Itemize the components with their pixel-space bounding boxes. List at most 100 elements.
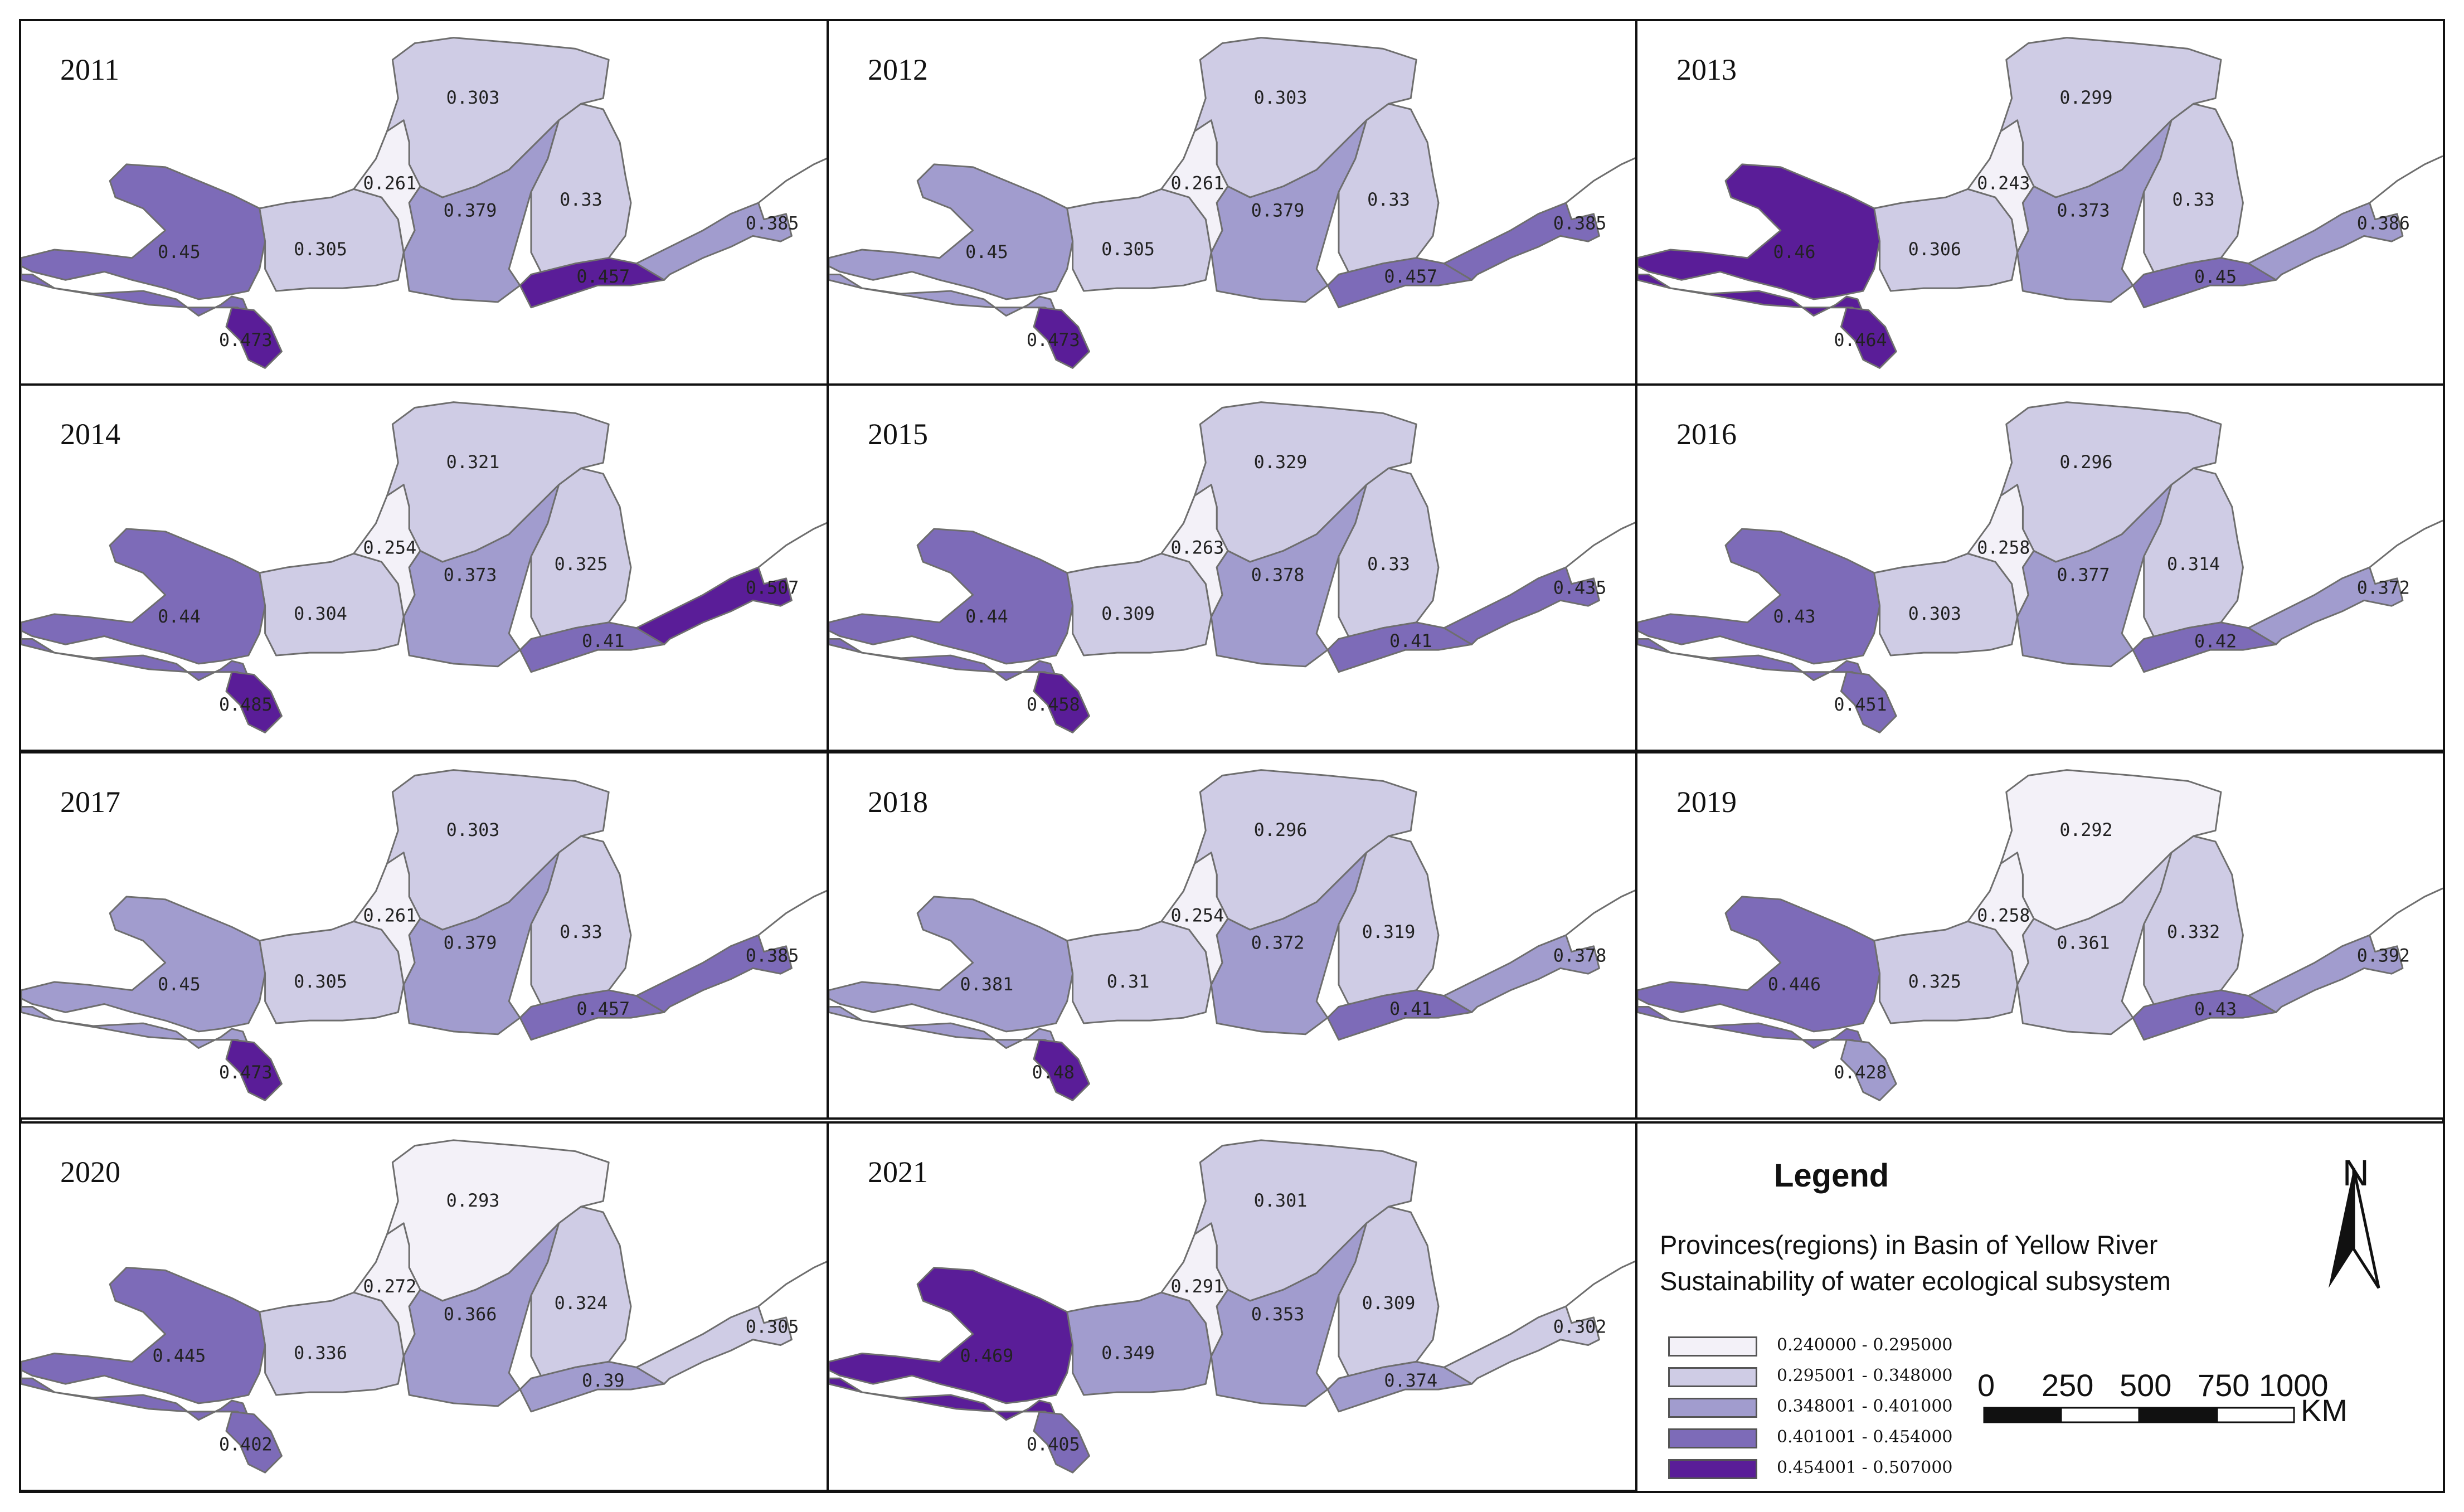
yellow-river-mouth [757,155,832,204]
value-label-ningxia: 0.261 [1170,173,1224,193]
region-gansu [259,1291,405,1396]
value-label-ningxia: 0.254 [363,538,416,558]
value-label-henan: 0.43 [2194,999,2237,1019]
value-label-gansu: 0.304 [294,604,347,624]
value-label-shandong: 0.392 [2357,946,2410,966]
legend-class-label-1: 0.240000 - 0.295000 [1777,1335,1953,1355]
yellow-river-mouth [1565,887,1640,936]
value-label-shandong: 0.507 [746,578,799,599]
value-label-shaanxi: 0.361 [2057,934,2110,954]
region-sichuan [1033,1411,1090,1474]
basin-map: 0.296 0.258 0.303 0.377 0.314 0.42 0.372 0.43 0.… [1637,401,2443,733]
value-label-shanxi: 0.33 [1367,190,1410,210]
value-label-sichuan: 0.402 [219,1433,273,1455]
value-label-shandong: 0.372 [2357,578,2410,598]
yellow-river-mouth [1565,519,1640,568]
region-sichuan [1033,307,1090,369]
value-label-qinghai: 0.381 [960,975,1014,995]
value-label-gansu: 0.306 [1908,240,1961,260]
value-label-ningxia: 0.258 [1977,538,2030,558]
value-label-shandong: 0.378 [1553,946,1607,966]
region-henan [1326,621,1479,673]
scale-unit: KM [2301,1393,2348,1428]
yellow-river-mouth [757,887,832,936]
region-shaanxi [2016,119,2173,303]
value-label-qinghai: 0.446 [1768,975,1821,995]
value-label-henan: 0.457 [576,267,630,287]
value-label-qinghai: 0.45 [158,975,201,995]
panel-year-label: 2016 [1676,417,1737,451]
region-gansu [1066,188,1212,292]
value-label-inner-mongolia: 0.296 [2059,453,2112,473]
legend-field-name: Sustainability of water ecological subsy… [1660,1266,2171,1296]
region-sichuan [225,1039,283,1101]
yellow-river-mouth [1565,155,1640,204]
value-label-shandong: 0.385 [746,214,799,234]
region-shandong [635,566,793,645]
value-label-shandong: 0.305 [746,1316,799,1338]
region-shaanxi [1210,484,1368,668]
value-label-henan: 0.45 [2194,267,2237,287]
region-shaanxi [1210,1222,1368,1407]
value-label-ningxia: 0.261 [363,906,416,926]
region-qinghai [21,896,266,1049]
basin-map: 0.303 0.261 0.305 0.379 0.33 0.457 0.385 0.45 0.… [21,37,832,369]
region-henan [1326,257,1479,309]
legend-title: Legend [1774,1158,1889,1194]
value-label-inner-mongolia: 0.293 [446,1190,500,1211]
value-label-inner-mongolia: 0.299 [2059,88,2112,108]
value-label-sichuan: 0.428 [1834,1063,1887,1083]
region-sichuan [1840,671,1897,733]
value-label-shanxi: 0.325 [555,555,608,575]
region-qinghai [21,1266,266,1421]
region-shandong [2247,202,2404,281]
region-qinghai [1637,163,1881,317]
north-arrow-icon [2329,1168,2380,1289]
legend-swatch-1 [1668,1336,1757,1357]
region-shaanxi [2016,852,2173,1035]
legend-class-label-5: 0.454001 - 0.507000 [1777,1458,1953,1477]
basin-map: 0.293 0.272 0.336 0.366 0.324 0.39 0.305 0.445 0… [21,1139,832,1474]
value-label-henan: 0.41 [1389,999,1432,1019]
value-label-shandong: 0.302 [1553,1316,1607,1338]
value-label-gansu: 0.305 [1101,240,1155,260]
value-label-ningxia: 0.263 [1170,538,1224,558]
map-panel-2013: 2013 0.299 0.243 0.306 0.373 0.33 0.45 0.386 0.4… [1635,19,2445,387]
value-label-shanxi: 0.324 [555,1292,608,1314]
legend-swatch-3 [1668,1398,1757,1418]
legend-swatch-4 [1668,1428,1757,1448]
region-gansu [1066,552,1212,657]
map-panel-2014: 2014 0.321 0.254 0.304 0.373 0.325 0.41 0.507 0.… [19,383,834,752]
panel-year-label: 2017 [60,785,120,819]
value-label-inner-mongolia: 0.292 [2059,820,2112,840]
region-gansu [259,920,405,1024]
value-label-ningxia: 0.261 [363,173,416,193]
region-shandong [2247,934,2404,1013]
basin-map: 0.303 0.261 0.305 0.379 0.33 0.457 0.385 0.45 0.… [21,769,832,1101]
value-label-henan: 0.41 [582,631,625,652]
value-label-inner-mongolia: 0.303 [1254,88,1308,108]
panel-year-label: 2018 [868,785,928,819]
value-label-sichuan: 0.473 [219,330,273,351]
region-qinghai [829,1266,1074,1421]
region-shandong [1443,934,1600,1013]
basin-map: 0.299 0.243 0.306 0.373 0.33 0.45 0.386 0.46 0.4… [1637,37,2443,369]
basin-map: 0.303 0.261 0.305 0.379 0.33 0.457 0.385 0.45 0.… [829,37,1640,369]
map-panel-2019: 2019 0.292 0.258 0.325 0.361 0.332 0.43 0.392 0.… [1635,751,2445,1120]
value-label-henan: 0.457 [1384,267,1437,287]
scale-label-750: 750 [2198,1368,2250,1403]
value-label-shaanxi: 0.366 [444,1304,497,1325]
panel-year-label: 2013 [1676,53,1737,86]
value-label-gansu: 0.305 [294,240,347,260]
region-henan [2132,621,2283,673]
value-label-inner-mongolia: 0.321 [446,453,500,473]
value-label-henan: 0.39 [582,1370,625,1391]
legend-class-label-3: 0.348001 - 0.401000 [1777,1397,1953,1416]
region-henan [2132,257,2283,309]
value-label-shanxi: 0.33 [2173,190,2215,210]
value-label-shaanxi: 0.372 [1251,934,1305,954]
region-henan [519,621,671,673]
value-label-qinghai: 0.44 [158,607,201,627]
region-henan [1326,989,1479,1041]
region-shaanxi [402,119,560,303]
